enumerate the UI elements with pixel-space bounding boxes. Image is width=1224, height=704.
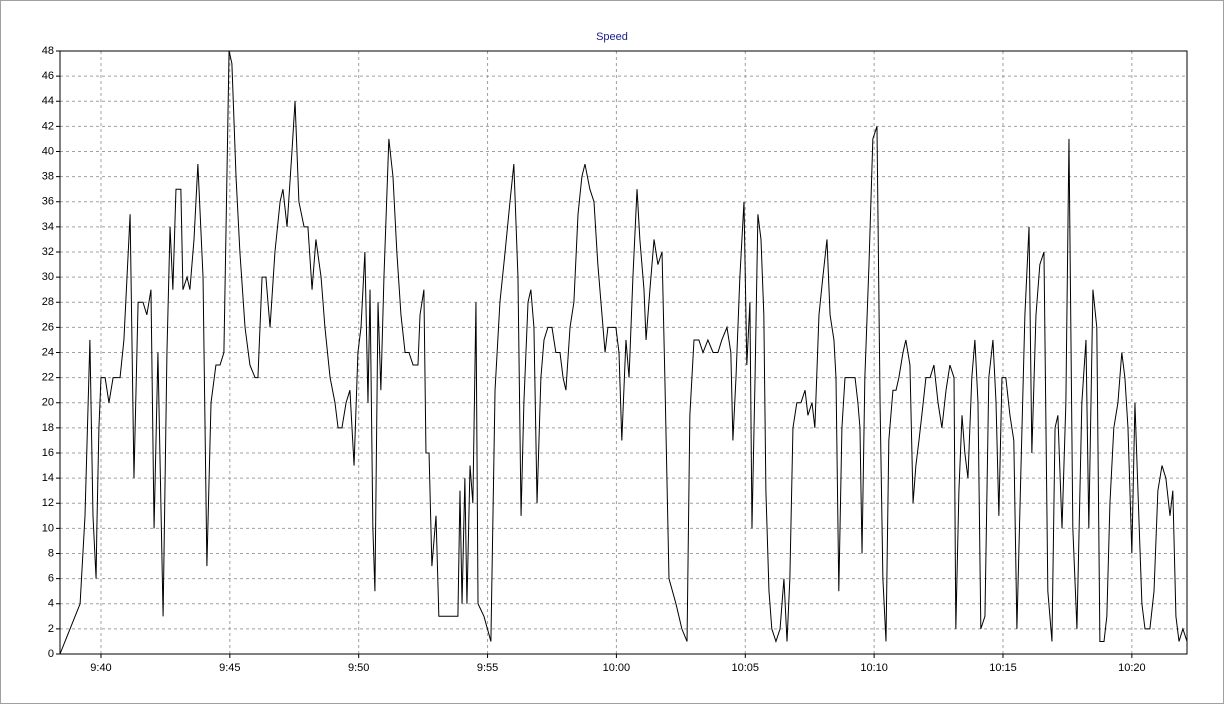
y-tick-label: 6 [48, 573, 54, 585]
y-tick-label: 36 [42, 196, 54, 208]
chart-title: Speed [596, 31, 628, 43]
y-tick-label: 48 [42, 45, 54, 57]
y-tick-label: 12 [42, 497, 54, 509]
speed-line [59, 50, 1188, 655]
plot-border [59, 50, 1188, 655]
y-tick-label: 40 [42, 145, 54, 157]
y-tick-label: 30 [42, 271, 54, 283]
y-tick-label: 22 [42, 372, 54, 384]
x-tick-label: 9:45 [219, 662, 240, 674]
x-tick-label: 10:05 [732, 662, 760, 674]
y-tick-label: 2 [48, 623, 54, 635]
x-tick-label: 10:15 [989, 662, 1017, 674]
y-tick-label: 0 [48, 648, 54, 660]
y-tick-label: 38 [42, 171, 54, 183]
y-tick-label: 10 [42, 522, 54, 534]
y-tick-label: 20 [42, 397, 54, 409]
y-tick-label: 34 [42, 221, 54, 233]
y-tick-label: 16 [42, 447, 54, 459]
y-tick-label: 32 [42, 246, 54, 258]
y-tick-label: 46 [42, 70, 54, 82]
y-tick-label: 4 [48, 598, 54, 610]
x-tick-label: 9:40 [90, 662, 111, 674]
y-tick-label: 28 [42, 296, 54, 308]
y-tick-label: 44 [42, 95, 54, 107]
y-tick-label: 8 [48, 547, 54, 559]
y-tick-label: 14 [42, 472, 54, 484]
y-tick-label: 26 [42, 321, 54, 333]
x-tick-label: 10:00 [603, 662, 631, 674]
x-tick-label: 9:55 [477, 662, 498, 674]
y-tick-label: 42 [42, 120, 54, 132]
y-tick-label: 24 [42, 346, 54, 358]
x-tick-label: 10:20 [1118, 662, 1146, 674]
x-tick-label: 9:50 [348, 662, 369, 674]
x-tick-label: 10:10 [860, 662, 888, 674]
y-tick-label: 18 [42, 422, 54, 434]
